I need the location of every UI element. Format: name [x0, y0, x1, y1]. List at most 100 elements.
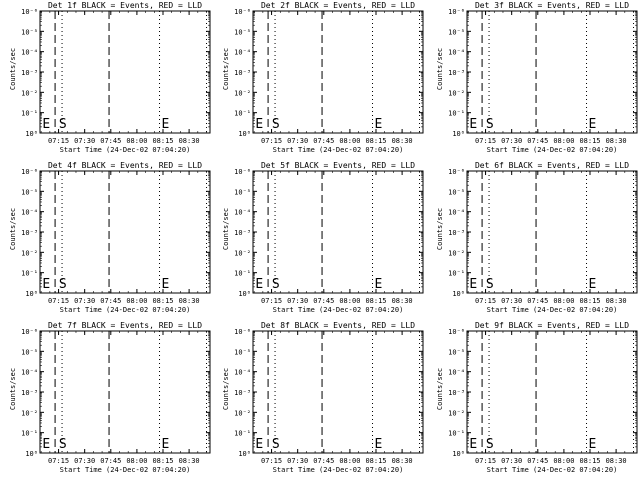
y-tick-label: 10⁻⁵	[21, 28, 38, 36]
y-tick-label: 10⁻¹	[448, 270, 465, 278]
y-tick-label: 10⁻¹	[234, 430, 251, 438]
x-axis-label: Start Time (24-Dec-02 07:04:20)	[487, 466, 618, 474]
y-tick-label: 10⁻⁶	[234, 8, 251, 16]
plot-frame	[252, 10, 424, 134]
event-marker-e: E	[469, 117, 477, 132]
y-tick-label: 10⁻⁶	[448, 168, 465, 176]
y-tick-label: 10⁻⁴	[21, 49, 38, 57]
x-tick-label: 07:45	[313, 297, 334, 305]
x-tick-label: 07:30	[287, 137, 308, 145]
y-tick-label: 10⁻⁶	[234, 168, 251, 176]
x-axis-label: Start Time (24-Dec-02 07:04:20)	[60, 146, 191, 154]
x-tick-label: 07:30	[74, 137, 95, 145]
y-tick-label: 10⁻⁴	[448, 209, 465, 217]
y-tick-label: 10⁻¹	[234, 110, 251, 118]
event-marker-e: E	[162, 277, 170, 292]
x-axis-label: Start Time (24-Dec-02 07:04:20)	[273, 146, 404, 154]
y-tick-label: 10⁻²	[448, 409, 465, 417]
x-tick-label: 08:30	[606, 137, 627, 145]
y-tick-label: 10⁻³	[21, 229, 38, 237]
x-axis-label: Start Time (24-Dec-02 07:04:20)	[60, 306, 191, 314]
x-axis-label: Start Time (24-Dec-02 07:04:20)	[273, 466, 404, 474]
y-tick-label: 10⁻³	[234, 389, 251, 397]
panel-title: Det 2f BLACK = Events, RED = LLD	[261, 1, 415, 10]
detector-panel-7: Det 7f BLACK = Events, RED = LLD 10⁰ 10⁻¹ 1…	[9, 321, 211, 474]
y-tick-label: 10⁻²	[234, 249, 251, 257]
event-marker-s: S	[486, 117, 494, 132]
y-tick-label: 10⁻⁴	[234, 209, 251, 217]
y-tick-label: 10⁻²	[21, 249, 38, 257]
panel-title: Det 9f BLACK = Events, RED = LLD	[475, 321, 629, 330]
x-tick-label: 07:45	[100, 137, 121, 145]
x-tick-label: 08:30	[179, 297, 200, 305]
event-marker-e: E	[162, 437, 170, 452]
y-tick-label: 10⁻³	[21, 389, 38, 397]
y-tick-label: 10⁻⁴	[234, 369, 251, 377]
y-tick-label: 10⁻⁶	[448, 8, 465, 16]
x-tick-label: 07:30	[287, 457, 308, 465]
x-axis-label: Start Time (24-Dec-02 07:04:20)	[487, 306, 618, 314]
x-tick-label: 07:45	[100, 457, 121, 465]
x-tick-label: 07:15	[475, 137, 496, 145]
panel-title: Det 6f BLACK = Events, RED = LLD	[475, 161, 629, 170]
event-marker-s: S	[272, 277, 280, 292]
x-axis-label: Start Time (24-Dec-02 07:04:20)	[60, 466, 191, 474]
plot-frame	[466, 170, 638, 294]
x-tick-label: 07:30	[501, 457, 522, 465]
y-axis-label: Counts/sec	[9, 48, 17, 90]
y-tick-label: 10⁻¹	[21, 430, 38, 438]
y-tick-label: 10⁻²	[21, 89, 38, 97]
y-tick-label: 10⁻⁵	[234, 348, 251, 356]
y-tick-label: 10⁻³	[234, 69, 251, 77]
y-axis-label: Counts/sec	[9, 208, 17, 250]
y-tick-label: 10⁻¹	[448, 110, 465, 118]
x-tick-label: 08:15	[365, 137, 386, 145]
x-tick-label: 08:30	[392, 297, 413, 305]
y-tick-label: 10⁻⁵	[234, 188, 251, 196]
y-tick-label: 10⁻³	[21, 69, 38, 77]
panel-title: Det 7f BLACK = Events, RED = LLD	[48, 321, 202, 330]
x-tick-label: 08:15	[365, 297, 386, 305]
x-tick-label: 08:15	[152, 137, 173, 145]
event-marker-e: E	[375, 277, 383, 292]
x-tick-label: 07:15	[261, 457, 282, 465]
y-tick-label: 10⁻²	[448, 249, 465, 257]
y-tick-label: 10⁻³	[448, 389, 465, 397]
y-tick-label: 10⁰	[238, 290, 251, 298]
y-tick-label: 10⁻⁶	[21, 168, 38, 176]
x-tick-label: 08:00	[126, 297, 147, 305]
event-marker-e: E	[375, 117, 383, 132]
event-marker-e: E	[469, 437, 477, 452]
y-tick-label: 10⁰	[452, 130, 465, 138]
x-tick-label: 08:00	[339, 457, 360, 465]
y-tick-label: 10⁻⁶	[21, 328, 38, 336]
plot-frame	[39, 10, 211, 134]
x-tick-label: 08:15	[579, 137, 600, 145]
detector-panel-5: Det 5f BLACK = Events, RED = LLD 10⁰ 10⁻¹ 1…	[222, 161, 424, 314]
y-tick-label: 10⁻³	[234, 229, 251, 237]
x-tick-label: 07:45	[527, 137, 548, 145]
x-tick-label: 08:00	[126, 137, 147, 145]
x-tick-label: 08:00	[339, 297, 360, 305]
y-tick-label: 10⁻⁴	[234, 49, 251, 57]
x-tick-label: 07:45	[100, 297, 121, 305]
x-tick-label: 08:15	[365, 457, 386, 465]
panel-title: Det 8f BLACK = Events, RED = LLD	[261, 321, 415, 330]
x-tick-label: 07:30	[501, 137, 522, 145]
plot-frame	[466, 10, 638, 134]
panel-title: Det 3f BLACK = Events, RED = LLD	[475, 1, 629, 10]
y-tick-label: 10⁻⁵	[234, 28, 251, 36]
x-tick-label: 07:45	[313, 457, 334, 465]
x-tick-label: 07:30	[74, 297, 95, 305]
x-tick-label: 07:15	[48, 297, 69, 305]
x-tick-label: 08:15	[579, 297, 600, 305]
event-marker-e: E	[42, 437, 50, 452]
x-tick-label: 07:45	[313, 137, 334, 145]
y-tick-label: 10⁻⁵	[21, 348, 38, 356]
y-tick-label: 10⁰	[238, 130, 251, 138]
event-marker-s: S	[59, 277, 67, 292]
y-tick-label: 10⁻⁴	[448, 369, 465, 377]
event-marker-s: S	[272, 117, 280, 132]
event-marker-s: S	[486, 437, 494, 452]
x-axis-label: Start Time (24-Dec-02 07:04:20)	[273, 306, 404, 314]
